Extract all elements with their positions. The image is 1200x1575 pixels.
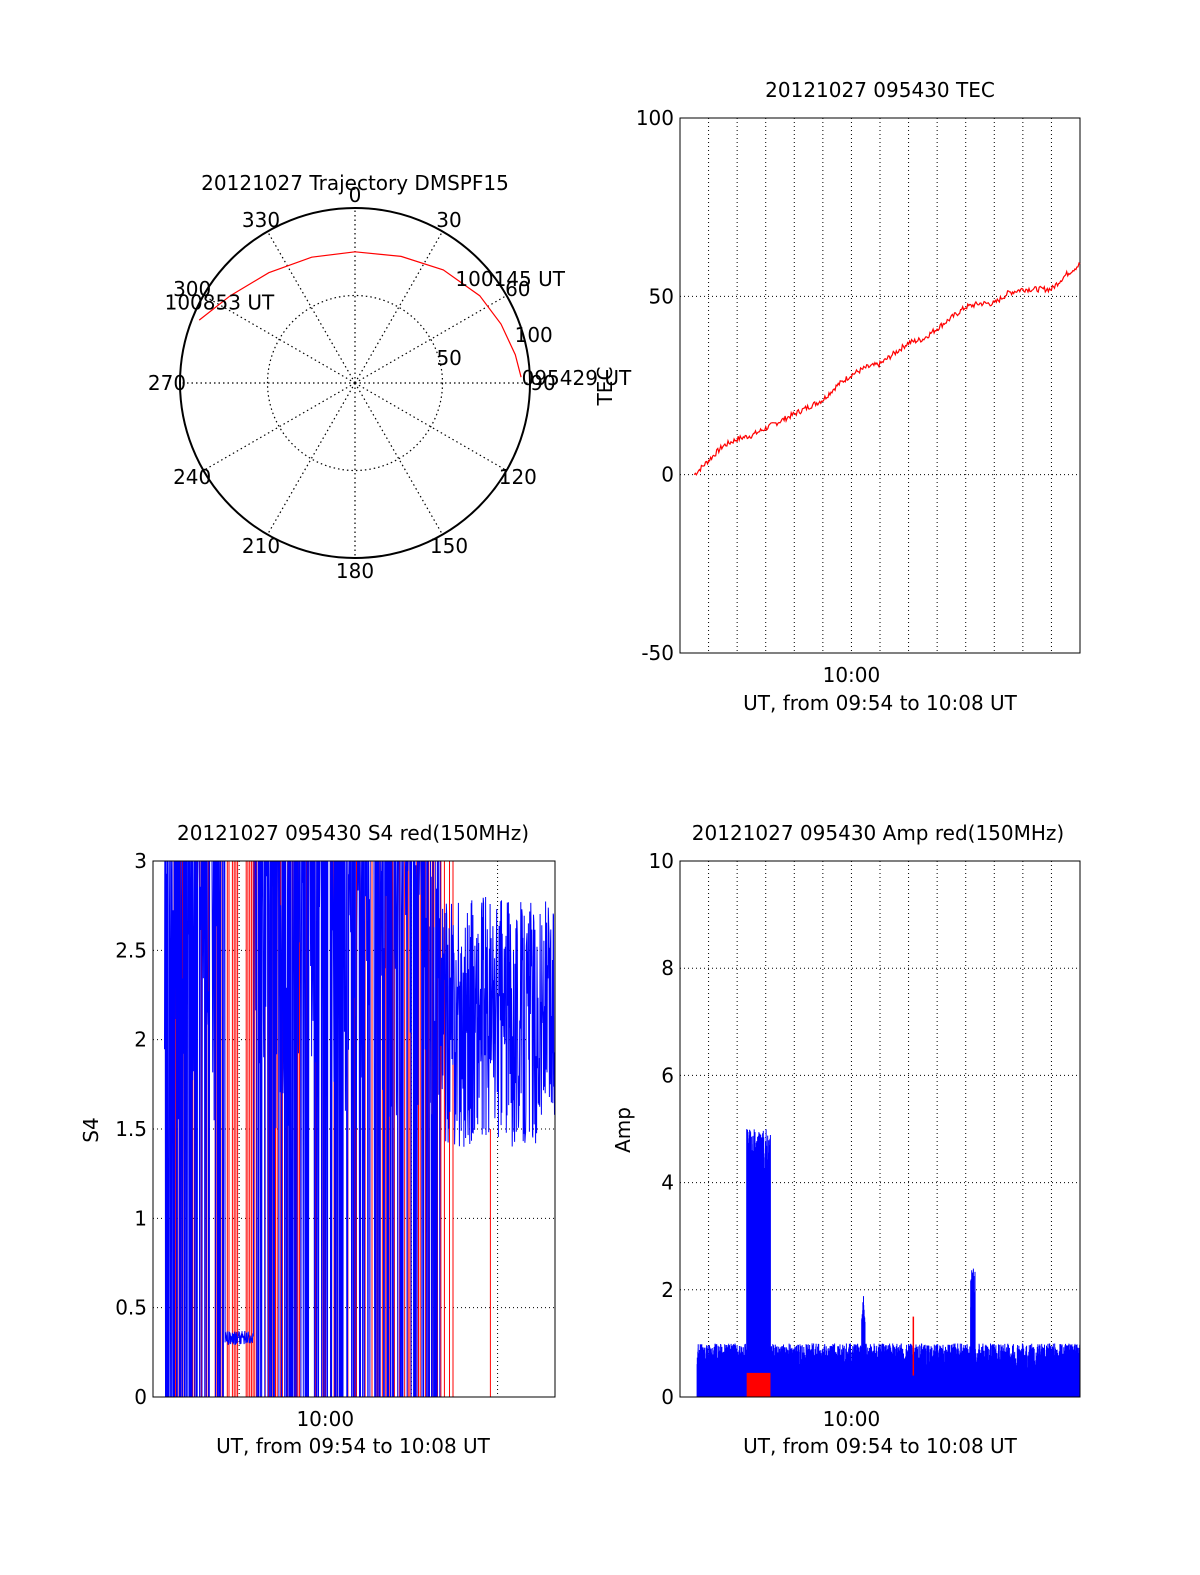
polar-azimuth-label: 30: [436, 208, 461, 232]
tec-title: 20121027 095430 TEC: [765, 78, 995, 102]
y-tick-label: -50: [641, 641, 674, 665]
s4-x-tick-labels: 10:00: [296, 1407, 354, 1431]
y-tick-label: 4: [661, 1171, 674, 1195]
polar-azimuth-labels: 0 30 60 90 120 150 180 210 240 270 300 330: [148, 183, 556, 583]
s4-blue-series: [164, 860, 556, 1398]
polar-azimuth-label: 270: [148, 371, 186, 395]
polar-radial-labels: 50 100: [436, 323, 552, 370]
amp-plot-frame: [679, 860, 1081, 1398]
polar-azimuth-label: 90: [530, 371, 555, 395]
tec-y-tick-labels: -50 0 50 100: [636, 106, 674, 665]
polar-radial-label: 100: [515, 323, 553, 347]
s4-title: 20121027 095430 S4 red(150MHz): [177, 821, 529, 845]
polar-grid-spoke: [354, 231, 444, 384]
trajectory-line: [198, 251, 522, 378]
y-tick-label: 3: [134, 849, 147, 873]
polar-grid-spoke: [354, 294, 507, 384]
y-tick-label: 0: [134, 1385, 147, 1409]
tec-x-tick-labels: 10:00: [823, 663, 881, 687]
y-tick-label: 0: [661, 1385, 674, 1409]
polar-grid: [180, 208, 530, 558]
x-tick-label: 10:00: [823, 1407, 881, 1431]
y-tick-label: 0: [661, 463, 674, 487]
amp-title: 20121027 095430 Amp red(150MHz): [692, 821, 1064, 845]
s4-y-axis-label: S4: [79, 1117, 103, 1142]
polar-azimuth-label: 210: [242, 534, 280, 558]
s4-y-tick-labels: 0 0.5 1 1.5 2 2.5 3: [115, 849, 147, 1409]
s4-plot-frame: [152, 860, 556, 1398]
y-tick-label: 50: [649, 284, 674, 308]
y-tick-label: 2.5: [115, 938, 147, 962]
tec-y-axis-label: TEC: [593, 367, 617, 407]
y-tick-label: 8: [661, 956, 674, 980]
trajectory-annotation: 100145 UT: [455, 267, 565, 291]
amp-x-axis-label: UT, from 09:54 to 10:08 UT: [743, 1434, 1018, 1458]
amp-y-tick-labels: 0 2 4 6 8 10: [649, 849, 674, 1409]
polar-azimuth-label: 330: [242, 208, 280, 232]
y-tick-label: 2: [661, 1278, 674, 1302]
tec-grid: [680, 117, 1080, 654]
polar-grid-ring: [266, 294, 444, 472]
amp-y-axis-label: Amp: [611, 1107, 635, 1153]
y-tick-label: 1: [134, 1206, 147, 1230]
x-tick-label: 10:00: [823, 663, 881, 687]
trajectory-panel: 20121027 Trajectory DMSPF15 0 30 60 90 120 15…: [148, 171, 632, 583]
amp-red-block: [746, 1372, 771, 1397]
trajectory-annotation: 100853 UT: [165, 290, 275, 314]
amp-grid: [680, 860, 1080, 1398]
s4-panel: 20121027 095430 S4 red(150MHz) 0 0.5 1 1.5 2…: [79, 821, 556, 1458]
amp-blue-series: [696, 1129, 1081, 1397]
tec-series-line: [693, 262, 1081, 476]
polar-azimuth-label: 120: [499, 465, 537, 489]
s4-x-axis-label: UT, from 09:54 to 10:08 UT: [216, 1434, 491, 1458]
polar-azimuth-label: 180: [336, 559, 374, 583]
amp-red-series: [746, 1316, 915, 1397]
trajectory-annotations: 100853 UT 100145 UT 095429 UT: [165, 267, 632, 390]
tec-plot-frame: [679, 117, 1081, 654]
polar-azimuth-label: 240: [173, 465, 211, 489]
polar-radial-label: 50: [436, 346, 461, 370]
trajectory-annotation: 095429 UT: [522, 366, 632, 390]
amp-x-tick-labels: 10:00: [823, 1407, 881, 1431]
x-tick-label: 10:00: [296, 1407, 354, 1431]
tec-x-axis-label: UT, from 09:54 to 10:08 UT: [743, 691, 1018, 715]
polar-grid-spoke: [266, 382, 356, 535]
polar-grid-spoke: [203, 382, 356, 472]
y-tick-label: 10: [649, 849, 674, 873]
y-tick-label: 0.5: [115, 1296, 147, 1320]
polar-outer-ring: [179, 207, 531, 559]
s4-blue-trace: [164, 860, 556, 1398]
y-tick-label: 2: [134, 1028, 147, 1052]
y-tick-label: 6: [661, 1063, 674, 1087]
polar-azimuth-label: 60: [505, 277, 530, 301]
polar-azimuth-label: 150: [430, 534, 468, 558]
amp-blue-trace: [696, 1129, 1081, 1397]
y-tick-label: 100: [636, 106, 674, 130]
polar-title: 20121027 Trajectory DMSPF15: [201, 171, 509, 195]
amp-panel: 20121027 095430 Amp red(150MHz) 0246810 …: [611, 821, 1081, 1458]
polar-azimuth-label: 300: [173, 277, 211, 301]
y-tick-label: 1.5: [115, 1117, 147, 1141]
tec-panel: 20121027 095430 TEC -50 0 50 100 10:00 UT, …: [593, 78, 1081, 715]
polar-azimuth-label: 0: [349, 183, 362, 207]
